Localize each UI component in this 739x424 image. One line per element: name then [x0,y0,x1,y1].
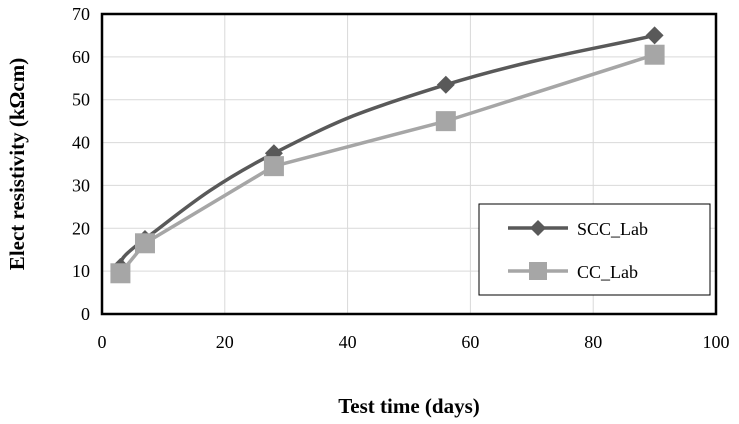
plot-area-frame [100,12,718,316]
y-tick-label: 30 [72,175,90,195]
legend-marker-square [529,262,547,280]
y-tick-label: 20 [72,218,90,238]
x-tick-label: 80 [584,332,602,352]
x-tick-label: 100 [703,332,730,352]
x-axis-title: Test time (days) [338,394,480,418]
data-point-cc-lab [435,111,456,132]
data-point-cc-lab [644,44,665,65]
legend-label-scc-lab: SCC_Lab [577,219,648,239]
y-tick-label: 40 [72,133,90,153]
legend-marker-diamond [530,220,546,236]
legend: SCC_Lab CC_Lab [478,203,711,296]
y-tick-label: 60 [72,47,90,67]
data-point-cc-lab [110,263,131,284]
tick-labels: 0 10 20 30 40 50 60 70 0 20 40 60 80 100 [72,4,730,352]
data-point-scc-lab [645,26,664,45]
x-tick-label: 60 [461,332,479,352]
x-tick-label: 40 [339,332,357,352]
series-layer [110,26,665,284]
data-point-cc-lab [263,156,284,177]
legend-box [478,203,711,296]
data-point-cc-lab [134,233,155,254]
y-tick-label: 0 [81,304,90,324]
y-tick-label: 10 [72,261,90,281]
x-tick-label: 20 [216,332,234,352]
y-tick-label: 50 [72,90,90,110]
data-point-scc-lab [436,75,455,94]
y-tick-label: 70 [72,4,90,24]
y-axis-title: Elect resistivity (kΩcm) [5,58,29,270]
x-tick-label: 0 [98,332,107,352]
legend-label-cc-lab: CC_Lab [577,262,638,282]
